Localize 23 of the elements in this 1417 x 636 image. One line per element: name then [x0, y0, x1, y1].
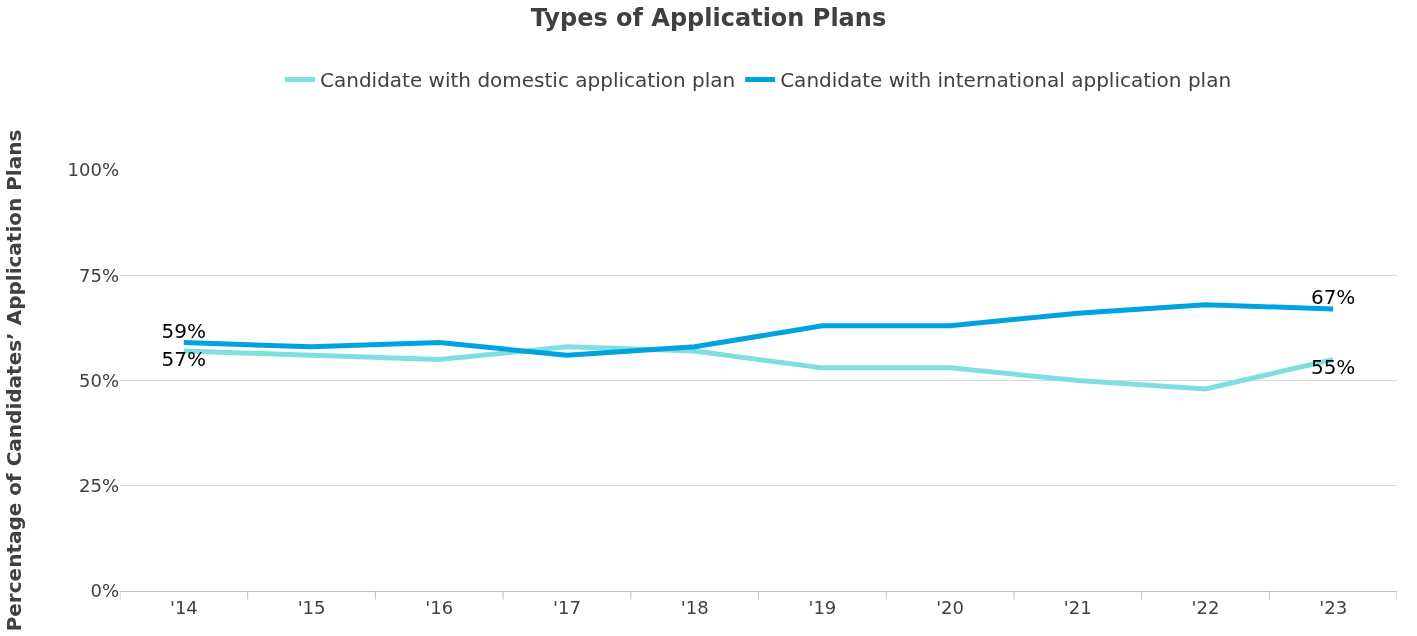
x-tick-label: '20 — [936, 596, 964, 618]
y-tick-label: 50% — [78, 369, 119, 391]
x-tick-label: '23 — [1319, 596, 1348, 618]
x-tick-label: '16 — [425, 596, 454, 618]
legend-label: Candidate with international application plan — [780, 68, 1232, 93]
x-tick-label: '18 — [680, 596, 709, 618]
data-label: 59% — [161, 318, 207, 343]
x-tick-label: '21 — [1063, 596, 1092, 618]
y-tick-label: 75% — [78, 264, 119, 286]
x-tick-label: '15 — [297, 596, 326, 618]
y-tick-label: 100% — [67, 159, 119, 181]
x-tick-label: '14 — [169, 596, 198, 618]
legend-label: Candidate with domestic application plan — [320, 68, 736, 93]
x-tick-label: '17 — [553, 596, 581, 618]
data-label: 57% — [161, 347, 207, 372]
y-axis-title: Percentage of Candidates’ Application Plans — [2, 129, 27, 632]
y-tick-label: 0% — [90, 580, 119, 602]
data-label: 67% — [1310, 284, 1356, 309]
y-tick-label: 25% — [78, 475, 119, 497]
x-tick-label: '19 — [808, 596, 837, 618]
x-tick-label: '22 — [1191, 596, 1220, 618]
data-label: 55% — [1310, 355, 1356, 380]
chart-title: Types of Application Plans — [530, 4, 887, 33]
